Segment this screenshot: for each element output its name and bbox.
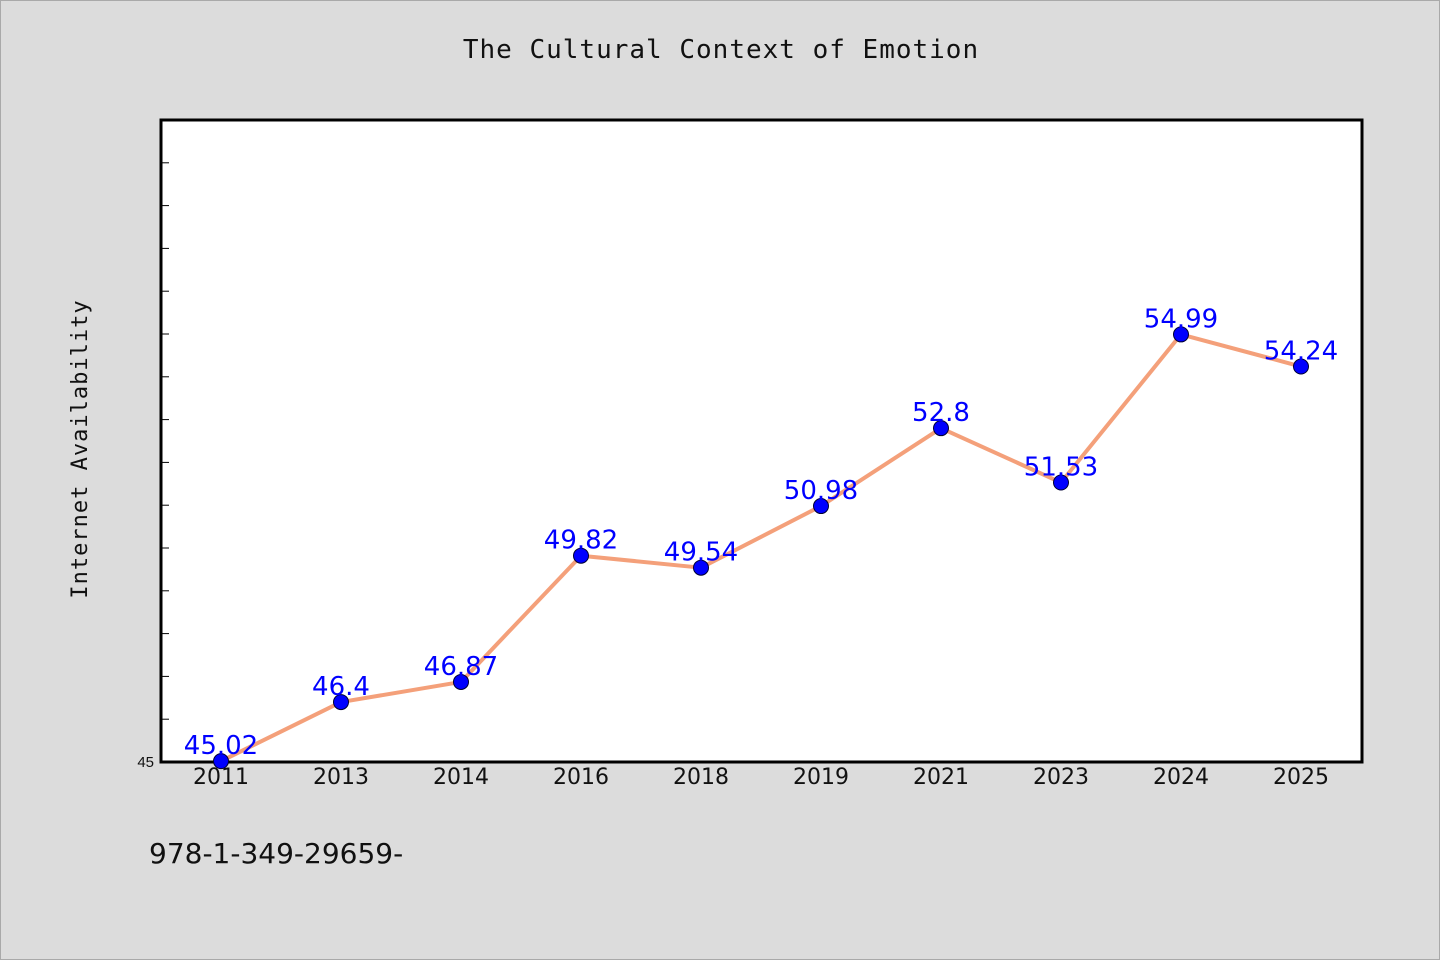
- data-label: 50.98: [784, 476, 858, 506]
- data-label: 49.54: [664, 538, 738, 568]
- x-tick-label: 2021: [913, 765, 969, 790]
- x-tick-label: 2019: [793, 765, 849, 790]
- data-label: 54.99: [1144, 304, 1218, 334]
- data-point: [693, 559, 709, 576]
- data-point: [333, 694, 349, 711]
- x-tick-label: 2016: [553, 765, 609, 790]
- data-label: 46.87: [424, 652, 498, 682]
- y-axis-ticks: 45: [137, 119, 169, 771]
- data-label: 52.8: [912, 398, 970, 428]
- y-tick-label: 45: [137, 754, 154, 771]
- data-point: [1053, 474, 1069, 491]
- isbn-text: 978-1-349-29659-: [149, 837, 404, 870]
- data-point: [1173, 326, 1189, 343]
- x-tick-label: 2023: [1033, 765, 1089, 790]
- x-tick-label: 2025: [1273, 765, 1329, 790]
- data-point: [933, 420, 949, 437]
- x-tick-label: 2011: [193, 765, 249, 790]
- x-tick-label: 2014: [433, 765, 489, 790]
- data-label: 46.4: [312, 672, 370, 702]
- data-point: [453, 673, 469, 690]
- data-label: 49.82: [544, 526, 618, 556]
- chart-title: The Cultural Context of Emotion: [462, 35, 980, 65]
- data-point: [213, 753, 229, 770]
- data-markers: [213, 326, 1309, 770]
- x-tick-label: 2018: [673, 765, 729, 790]
- x-tick-label: 2024: [1153, 765, 1209, 790]
- x-tick-label: 2013: [313, 765, 369, 790]
- data-label: 45.02: [184, 731, 258, 761]
- series-line: [219, 332, 1303, 764]
- plot-area: [159, 118, 1364, 764]
- y-axis-label: Internet Availability: [68, 299, 93, 598]
- x-axis-ticks: 2011 2013 2014 2016 2018 2019 2021 2023 2024 2025: [193, 765, 1329, 790]
- data-labels: 45.02 46.4 46.87 49.82 49.54 50.98 52.8 51.53 54…: [184, 304, 1338, 761]
- data-label: 51.53: [1024, 453, 1098, 483]
- data-point: [1293, 358, 1309, 375]
- data-label: 54.24: [1264, 337, 1338, 367]
- data-point: [813, 498, 829, 515]
- data-point: [573, 547, 589, 564]
